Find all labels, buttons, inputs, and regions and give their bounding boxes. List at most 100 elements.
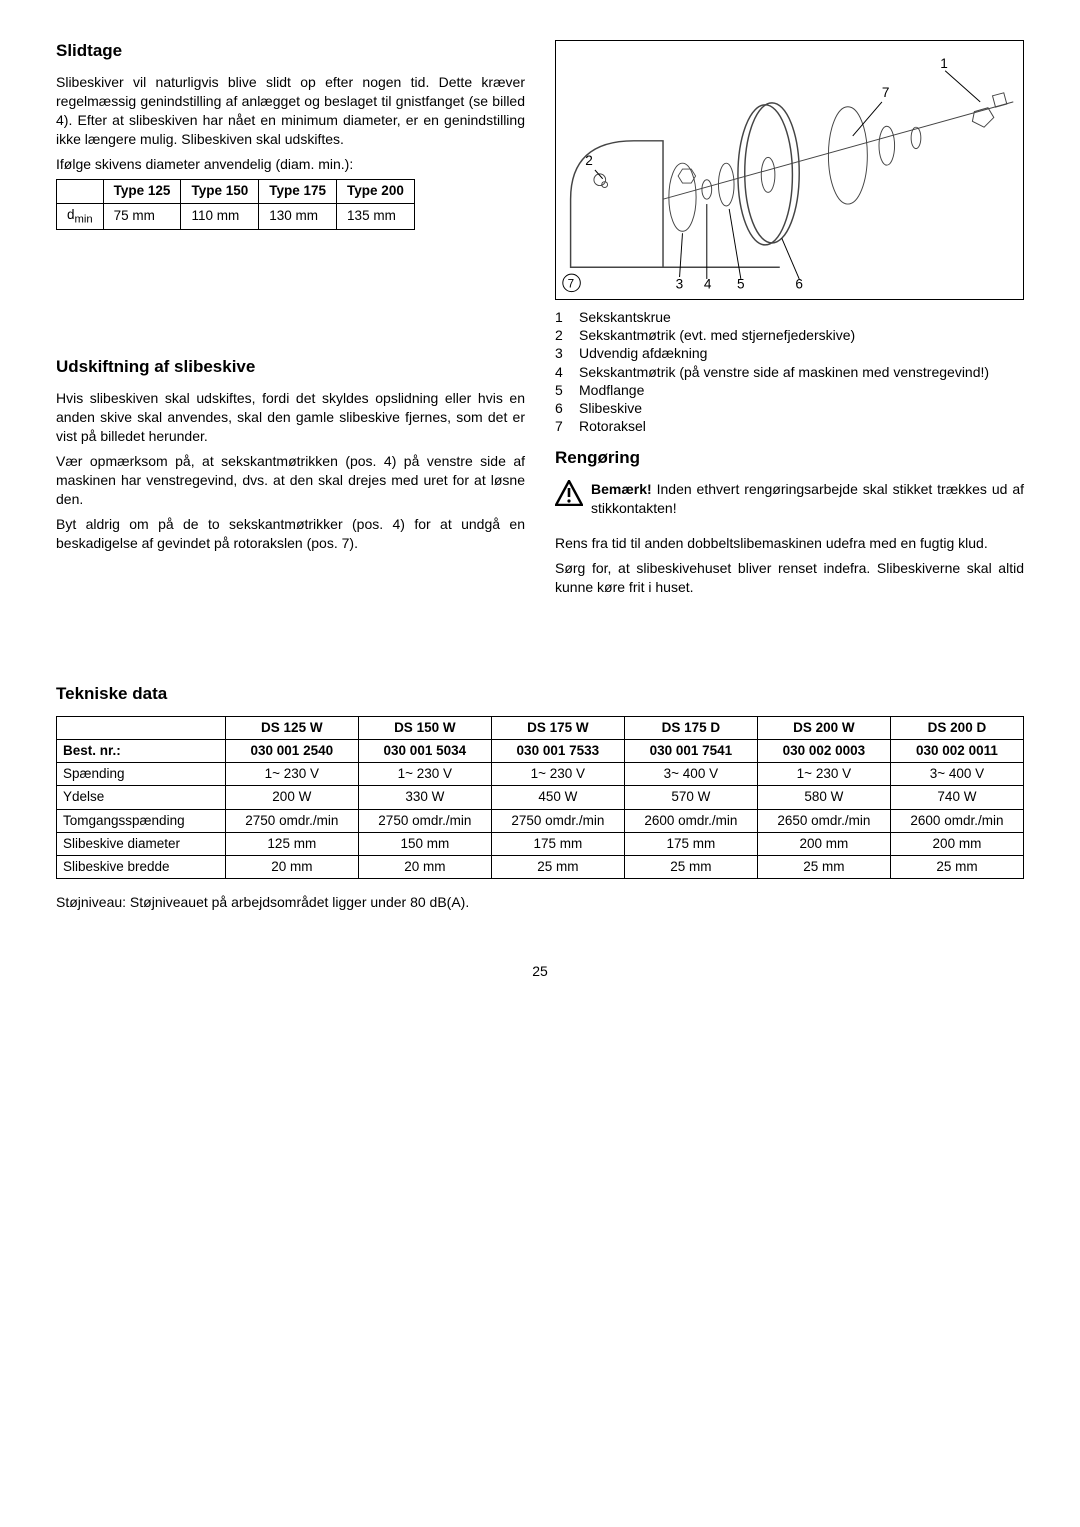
table-cell: 450 W: [491, 786, 624, 809]
paragraph: Sørg for, at slibeskivehuset bliver rens…: [555, 559, 1024, 597]
noise-footer: Støjniveau: Støjniveauet på arbejdsområd…: [56, 893, 1024, 912]
row-label: dmin: [57, 203, 104, 230]
row-label: Spænding: [57, 763, 226, 786]
table-cell: 110 mm: [181, 203, 259, 230]
table-cell: 030 002 0011: [890, 739, 1023, 762]
table-cell: 030 002 0003: [757, 739, 890, 762]
page-number: 25: [56, 962, 1024, 981]
table-header: DS 175 D: [624, 716, 757, 739]
paragraph: Byt aldrig om på de to sekskantmøtrikker…: [56, 515, 525, 553]
paragraph: Slibeskiver vil naturligvis blive slidt …: [56, 73, 525, 149]
legend-text: Modflange: [579, 381, 644, 399]
table-cell: 1~ 230 V: [358, 763, 491, 786]
warning-icon: [555, 480, 583, 506]
svg-text:1: 1: [940, 56, 948, 71]
legend-number: 6: [555, 399, 569, 417]
table-header: [57, 716, 226, 739]
table-header: DS 200 D: [890, 716, 1023, 739]
table-cell: 200 mm: [757, 832, 890, 855]
table-cell: 3~ 400 V: [890, 763, 1023, 786]
legend-number: 2: [555, 326, 569, 344]
min-diameter-table: Type 125 Type 150 Type 175 Type 200 dmin…: [56, 179, 415, 230]
table-cell: 2600 omdr./min: [890, 809, 1023, 832]
row-label: Tomgangsspænding: [57, 809, 226, 832]
table-header: DS 125 W: [225, 716, 358, 739]
svg-text:5: 5: [737, 277, 745, 292]
table-cell: 2750 omdr./min: [225, 809, 358, 832]
table-cell: 25 mm: [491, 855, 624, 878]
paragraph: Hvis slibeskiven skal udskiftes, fordi d…: [56, 389, 525, 446]
legend-number: 4: [555, 363, 569, 381]
table-cell: 2600 omdr./min: [624, 809, 757, 832]
legend-text: Sekskantskrue: [579, 308, 671, 326]
table-cell: 580 W: [757, 786, 890, 809]
table-header: DS 200 W: [757, 716, 890, 739]
svg-text:2: 2: [585, 153, 593, 168]
table-cell: 030 001 7541: [624, 739, 757, 762]
legend-text: Rotoraksel: [579, 417, 646, 435]
table-cell: 030 001 7533: [491, 739, 624, 762]
table-cell: 570 W: [624, 786, 757, 809]
section-heading-udskift: Udskiftning af slibeskive: [56, 356, 525, 379]
table-cell: 2650 omdr./min: [757, 809, 890, 832]
table-cell: 25 mm: [624, 855, 757, 878]
legend-text: Slibeskive: [579, 399, 642, 417]
table-header: Type 125: [103, 180, 181, 203]
legend-text: Udvendig afdækning: [579, 344, 707, 362]
table-cell: 20 mm: [225, 855, 358, 878]
warning-text: Bemærk! Inden ethvert rengøringsarbejde …: [591, 480, 1024, 518]
table-cell: 740 W: [890, 786, 1023, 809]
table-header: DS 175 W: [491, 716, 624, 739]
row-label: Slibeskive diameter: [57, 832, 226, 855]
table-cell: 130 mm: [259, 203, 337, 230]
technical-data-table: DS 125 W DS 150 W DS 175 W DS 175 D DS 2…: [56, 716, 1024, 880]
svg-text:7: 7: [882, 85, 890, 100]
table-cell: 2750 omdr./min: [491, 809, 624, 832]
diagram-legend: 1 Sekskantskrue 2 Sekskantmøtrik (evt. med…: [555, 308, 1024, 435]
section-heading-rengoring: Rengøring: [555, 447, 1024, 470]
table-cell: 175 mm: [624, 832, 757, 855]
section-heading-slidtage: Slidtage: [56, 40, 525, 63]
row-label: Ydelse: [57, 786, 226, 809]
paragraph: Rens fra tid til anden dobbeltslibemaski…: [555, 534, 1024, 553]
table-cell: 030 001 2540: [225, 739, 358, 762]
legend-number: 5: [555, 381, 569, 399]
table-header: Type 200: [337, 180, 415, 203]
row-label: Best. nr.:: [57, 739, 226, 762]
table-cell: 20 mm: [358, 855, 491, 878]
table-cell: 200 W: [225, 786, 358, 809]
table-cell: 135 mm: [337, 203, 415, 230]
table-header: Type 175: [259, 180, 337, 203]
table-cell: 25 mm: [890, 855, 1023, 878]
legend-number: 7: [555, 417, 569, 435]
paragraph: Vær opmærksom på, at sekskantmøtrikken (…: [56, 452, 525, 509]
legend-text: Sekskantmøtrik (på venstre side af maski…: [579, 363, 989, 381]
table-cell: 200 mm: [890, 832, 1023, 855]
table-header: Type 150: [181, 180, 259, 203]
table-cell: 1~ 230 V: [757, 763, 890, 786]
table-cell: 75 mm: [103, 203, 181, 230]
row-label: Slibeskive bredde: [57, 855, 226, 878]
table-header: DS 150 W: [358, 716, 491, 739]
svg-text:3: 3: [676, 277, 684, 292]
legend-number: 1: [555, 308, 569, 326]
svg-text:4: 4: [704, 277, 712, 292]
section-heading-tekniske: Tekniske data: [56, 683, 1024, 706]
table-cell: 2750 omdr./min: [358, 809, 491, 832]
exploded-diagram: 1 2 3 4 5 6 7 7: [555, 40, 1024, 300]
table-cell: 030 001 5034: [358, 739, 491, 762]
svg-text:6: 6: [795, 277, 803, 292]
table-cell: 175 mm: [491, 832, 624, 855]
legend-text: Sekskantmøtrik (evt. med stjernefjedersk…: [579, 326, 855, 344]
table-cell: 1~ 230 V: [491, 763, 624, 786]
svg-text:7: 7: [568, 278, 574, 291]
paragraph: Ifølge skivens diameter anvendelig (diam…: [56, 155, 525, 174]
table-cell: 3~ 400 V: [624, 763, 757, 786]
legend-number: 3: [555, 344, 569, 362]
table-cell: 330 W: [358, 786, 491, 809]
table-cell: 1~ 230 V: [225, 763, 358, 786]
table-cell: 25 mm: [757, 855, 890, 878]
table-header-empty: [57, 180, 104, 203]
table-cell: 125 mm: [225, 832, 358, 855]
table-cell: 150 mm: [358, 832, 491, 855]
